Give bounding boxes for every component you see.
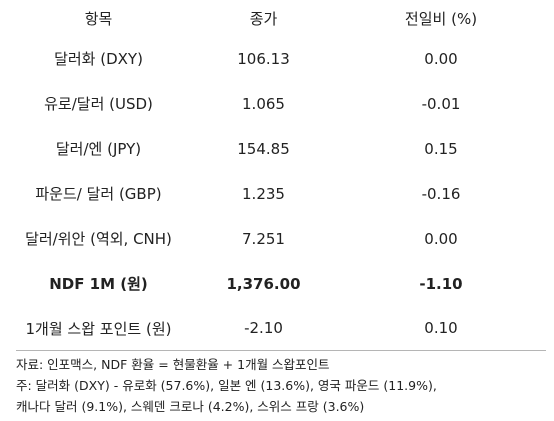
footnote-line-1: 주: 달러화 (DXY) - 유로화 (57.6%), 일본 엔 (13.6%)…	[16, 378, 437, 393]
table-row: 1개월 스왑 포인트 (원) -2.10 0.10	[16, 306, 536, 350]
row-change-dxy: 0.00	[424, 49, 458, 68]
row-change-ndf: -1.10	[419, 274, 463, 293]
row-item-ndf: NDF 1M (원)	[49, 275, 148, 293]
row-item-usdjpy: 달러/엔 (JPY)	[55, 140, 142, 158]
row-item-gbpusd: 파운드/ 달러 (GBP)	[35, 185, 162, 203]
row-price-ndf: 1,376.00	[226, 274, 301, 293]
row-price-eurusd: 1.065	[242, 94, 285, 113]
notes-divider	[16, 350, 546, 351]
header-item: 항목	[84, 9, 113, 28]
row-change-eurusd: -0.01	[421, 94, 461, 113]
row-change-usdcnh: 0.00	[424, 229, 458, 248]
header-row: 항목 종가 전일비 (%)	[16, 0, 536, 36]
header-price: 종가	[249, 9, 278, 28]
row-item-eurusd: 유로/달러 (USD)	[44, 95, 153, 113]
row-change-gbpusd: -0.16	[421, 184, 461, 203]
table-row: 유로/달러 (USD) 1.065 -0.01	[16, 81, 536, 126]
footnote-line-2: 캐나다 달러 (9.1%), 스웨덴 크로나 (4.2%), 스위스 프랑 (3…	[16, 399, 365, 414]
notes-section: 자료: 인포맥스, NDF 환율 = 현물환율 + 1개월 스왑포인트 주: 달…	[16, 354, 552, 417]
table-row-highlight: NDF 1M (원) 1,376.00 -1.10	[16, 261, 536, 306]
row-price-gbpusd: 1.235	[242, 184, 285, 203]
table-row: 달러화 (DXY) 106.13 0.00	[16, 36, 536, 81]
row-item-usdcnh: 달러/위안 (역외, CNH)	[25, 230, 172, 248]
header-change: 전일비 (%)	[404, 9, 478, 28]
table-row: 파운드/ 달러 (GBP) 1.235 -0.16	[16, 171, 536, 216]
row-item-dxy: 달러화 (DXY)	[54, 50, 143, 68]
row-price-usdjpy: 154.85	[237, 139, 290, 158]
row-change-swap: 0.10	[424, 319, 458, 337]
fx-rates-table: 항목 종가 전일비 (%) 달러화 (DXY) 106.13 0.00 유로/달…	[16, 0, 536, 350]
table-header: 항목 종가 전일비 (%)	[16, 0, 536, 36]
row-item-swap: 1개월 스왑 포인트 (원)	[25, 319, 172, 338]
row-price-dxy: 106.13	[237, 49, 290, 68]
source-note: 자료: 인포맥스, NDF 환율 = 현물환율 + 1개월 스왑포인트	[16, 357, 330, 372]
row-price-usdcnh: 7.251	[242, 229, 285, 248]
table-body: 달러화 (DXY) 106.13 0.00 유로/달러 (USD) 1.065 …	[16, 36, 536, 350]
table-row: 달러/엔 (JPY) 154.85 0.15	[16, 126, 536, 171]
table-row: 달러/위안 (역외, CNH) 7.251 0.00	[16, 216, 536, 261]
row-change-usdjpy: 0.15	[424, 139, 458, 158]
row-price-swap: -2.10	[244, 319, 283, 337]
